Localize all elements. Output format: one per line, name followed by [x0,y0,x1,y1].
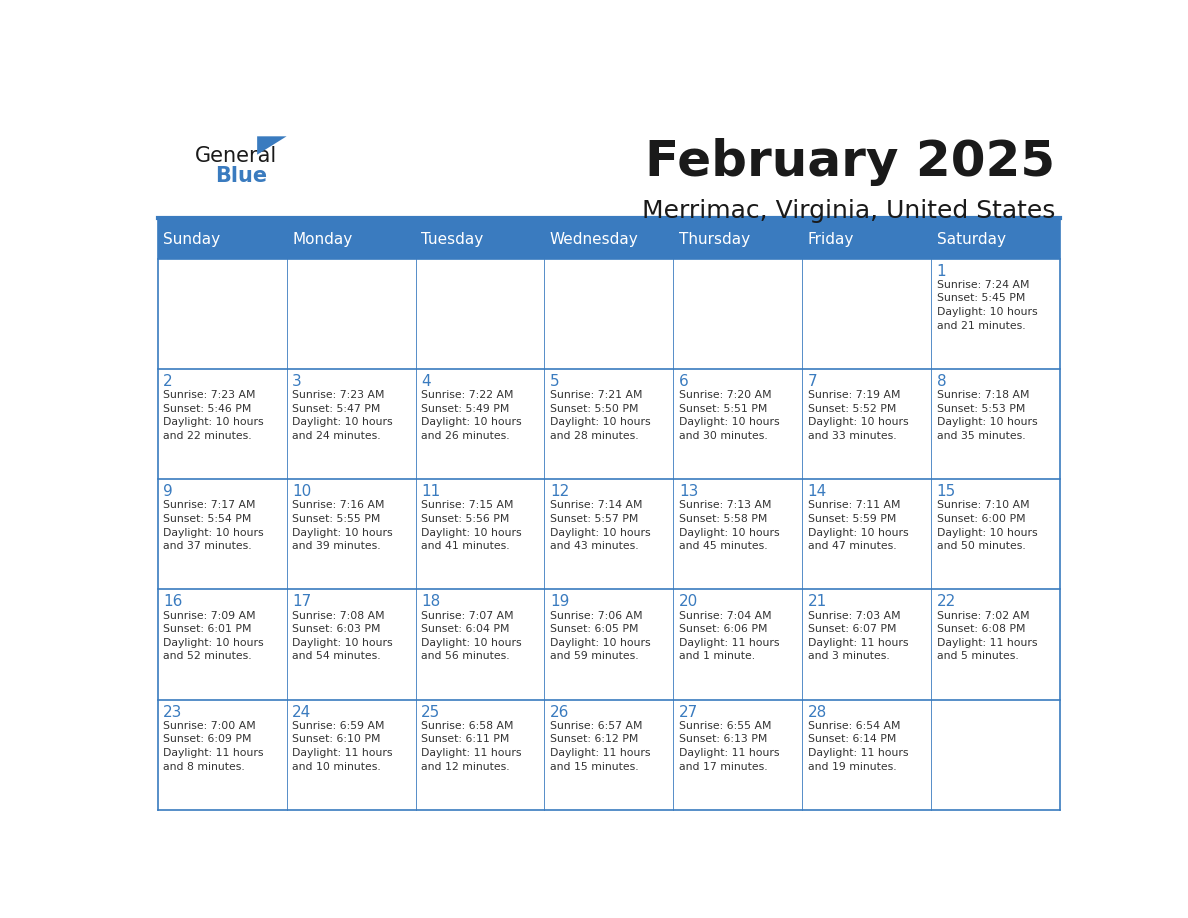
Text: Sunrise: 7:24 AM
Sunset: 5:45 PM
Daylight: 10 hours
and 21 minutes.: Sunrise: 7:24 AM Sunset: 5:45 PM Dayligh… [936,280,1037,330]
Text: Sunrise: 7:20 AM
Sunset: 5:51 PM
Daylight: 10 hours
and 30 minutes.: Sunrise: 7:20 AM Sunset: 5:51 PM Dayligh… [678,390,779,441]
Text: 20: 20 [678,594,699,610]
Text: Sunday: Sunday [163,231,220,247]
Text: 17: 17 [292,594,311,610]
Text: 16: 16 [163,594,183,610]
Text: February 2025: February 2025 [645,139,1055,186]
Text: 21: 21 [808,594,827,610]
Text: 14: 14 [808,484,827,499]
Bar [158,589,1060,700]
Text: 23: 23 [163,705,183,720]
Text: 10: 10 [292,484,311,499]
Text: Blue: Blue [215,166,267,186]
Bar [158,479,1060,589]
Text: 28: 28 [808,705,827,720]
Bar [158,219,1060,259]
Text: Sunrise: 7:18 AM
Sunset: 5:53 PM
Daylight: 10 hours
and 35 minutes.: Sunrise: 7:18 AM Sunset: 5:53 PM Dayligh… [936,390,1037,441]
Polygon shape [257,136,286,155]
Text: Tuesday: Tuesday [421,231,484,247]
Text: 3: 3 [292,374,302,389]
Text: 19: 19 [550,594,569,610]
Text: Sunrise: 6:57 AM
Sunset: 6:12 PM
Daylight: 11 hours
and 15 minutes.: Sunrise: 6:57 AM Sunset: 6:12 PM Dayligh… [550,721,650,772]
Text: Monday: Monday [292,231,353,247]
Text: 12: 12 [550,484,569,499]
Text: Sunrise: 7:02 AM
Sunset: 6:08 PM
Daylight: 11 hours
and 5 minutes.: Sunrise: 7:02 AM Sunset: 6:08 PM Dayligh… [936,610,1037,661]
Text: Sunrise: 7:04 AM
Sunset: 6:06 PM
Daylight: 11 hours
and 1 minute.: Sunrise: 7:04 AM Sunset: 6:06 PM Dayligh… [678,610,779,661]
Text: Sunrise: 7:07 AM
Sunset: 6:04 PM
Daylight: 10 hours
and 56 minutes.: Sunrise: 7:07 AM Sunset: 6:04 PM Dayligh… [421,610,522,661]
Bar [158,259,1060,369]
Text: 26: 26 [550,705,569,720]
Text: 9: 9 [163,484,173,499]
Text: 2: 2 [163,374,173,389]
Text: 15: 15 [936,484,956,499]
Text: Merrimac, Virginia, United States: Merrimac, Virginia, United States [642,198,1055,222]
Bar [158,369,1060,479]
Text: Friday: Friday [808,231,854,247]
Text: 4: 4 [421,374,431,389]
Text: 1: 1 [936,263,947,278]
Text: 11: 11 [421,484,441,499]
Text: Sunrise: 7:16 AM
Sunset: 5:55 PM
Daylight: 10 hours
and 39 minutes.: Sunrise: 7:16 AM Sunset: 5:55 PM Dayligh… [292,500,393,551]
Text: Thursday: Thursday [678,231,750,247]
Text: 25: 25 [421,705,441,720]
Text: 5: 5 [550,374,560,389]
Bar [158,700,1060,810]
Text: Sunrise: 7:15 AM
Sunset: 5:56 PM
Daylight: 10 hours
and 41 minutes.: Sunrise: 7:15 AM Sunset: 5:56 PM Dayligh… [421,500,522,551]
Text: Sunrise: 7:19 AM
Sunset: 5:52 PM
Daylight: 10 hours
and 33 minutes.: Sunrise: 7:19 AM Sunset: 5:52 PM Dayligh… [808,390,909,441]
Text: Sunrise: 7:23 AM
Sunset: 5:47 PM
Daylight: 10 hours
and 24 minutes.: Sunrise: 7:23 AM Sunset: 5:47 PM Dayligh… [292,390,393,441]
Text: Sunrise: 7:11 AM
Sunset: 5:59 PM
Daylight: 10 hours
and 47 minutes.: Sunrise: 7:11 AM Sunset: 5:59 PM Dayligh… [808,500,909,551]
Text: Sunrise: 6:59 AM
Sunset: 6:10 PM
Daylight: 11 hours
and 10 minutes.: Sunrise: 6:59 AM Sunset: 6:10 PM Dayligh… [292,721,392,772]
Text: 22: 22 [936,594,956,610]
Text: Sunrise: 7:00 AM
Sunset: 6:09 PM
Daylight: 11 hours
and 8 minutes.: Sunrise: 7:00 AM Sunset: 6:09 PM Dayligh… [163,721,264,772]
Text: Sunrise: 7:14 AM
Sunset: 5:57 PM
Daylight: 10 hours
and 43 minutes.: Sunrise: 7:14 AM Sunset: 5:57 PM Dayligh… [550,500,651,551]
Text: 6: 6 [678,374,689,389]
Text: Sunrise: 6:58 AM
Sunset: 6:11 PM
Daylight: 11 hours
and 12 minutes.: Sunrise: 6:58 AM Sunset: 6:11 PM Dayligh… [421,721,522,772]
Text: Sunrise: 7:22 AM
Sunset: 5:49 PM
Daylight: 10 hours
and 26 minutes.: Sunrise: 7:22 AM Sunset: 5:49 PM Dayligh… [421,390,522,441]
Text: Sunrise: 7:06 AM
Sunset: 6:05 PM
Daylight: 10 hours
and 59 minutes.: Sunrise: 7:06 AM Sunset: 6:05 PM Dayligh… [550,610,651,661]
Text: 27: 27 [678,705,699,720]
Text: Sunrise: 7:17 AM
Sunset: 5:54 PM
Daylight: 10 hours
and 37 minutes.: Sunrise: 7:17 AM Sunset: 5:54 PM Dayligh… [163,500,264,551]
Text: Sunrise: 7:13 AM
Sunset: 5:58 PM
Daylight: 10 hours
and 45 minutes.: Sunrise: 7:13 AM Sunset: 5:58 PM Dayligh… [678,500,779,551]
Text: Sunrise: 6:54 AM
Sunset: 6:14 PM
Daylight: 11 hours
and 19 minutes.: Sunrise: 6:54 AM Sunset: 6:14 PM Dayligh… [808,721,908,772]
Text: 7: 7 [808,374,817,389]
Text: Sunrise: 7:08 AM
Sunset: 6:03 PM
Daylight: 10 hours
and 54 minutes.: Sunrise: 7:08 AM Sunset: 6:03 PM Dayligh… [292,610,393,661]
Text: Sunrise: 6:55 AM
Sunset: 6:13 PM
Daylight: 11 hours
and 17 minutes.: Sunrise: 6:55 AM Sunset: 6:13 PM Dayligh… [678,721,779,772]
Text: Wednesday: Wednesday [550,231,639,247]
Text: 18: 18 [421,594,441,610]
Text: Saturday: Saturday [936,231,1005,247]
Text: 8: 8 [936,374,947,389]
Text: Sunrise: 7:10 AM
Sunset: 6:00 PM
Daylight: 10 hours
and 50 minutes.: Sunrise: 7:10 AM Sunset: 6:00 PM Dayligh… [936,500,1037,551]
Text: General: General [195,146,277,166]
Text: Sunrise: 7:23 AM
Sunset: 5:46 PM
Daylight: 10 hours
and 22 minutes.: Sunrise: 7:23 AM Sunset: 5:46 PM Dayligh… [163,390,264,441]
Text: Sunrise: 7:03 AM
Sunset: 6:07 PM
Daylight: 11 hours
and 3 minutes.: Sunrise: 7:03 AM Sunset: 6:07 PM Dayligh… [808,610,908,661]
Text: Sunrise: 7:21 AM
Sunset: 5:50 PM
Daylight: 10 hours
and 28 minutes.: Sunrise: 7:21 AM Sunset: 5:50 PM Dayligh… [550,390,651,441]
Text: 24: 24 [292,705,311,720]
Text: 13: 13 [678,484,699,499]
Text: Sunrise: 7:09 AM
Sunset: 6:01 PM
Daylight: 10 hours
and 52 minutes.: Sunrise: 7:09 AM Sunset: 6:01 PM Dayligh… [163,610,264,661]
